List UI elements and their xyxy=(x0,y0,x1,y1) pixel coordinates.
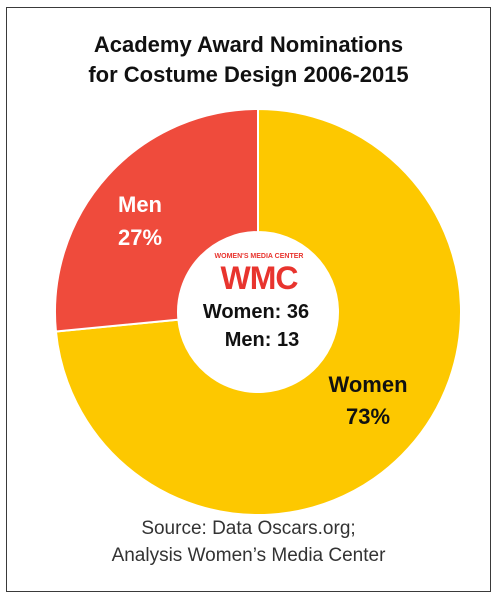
slice-label-women: Women xyxy=(328,372,407,397)
chart-title-line-1: Academy Award Nominations xyxy=(93,32,404,57)
chart-title-line-2: for Costume Design 2006-2015 xyxy=(88,62,409,87)
wmc-logo: WOMEN'S MEDIA CENTER WMC xyxy=(215,253,304,296)
chart-source: Source: Data Oscars.org; Analysis Women’… xyxy=(0,515,497,569)
slice-percent-women: 73% xyxy=(346,404,390,429)
slice-percent-men: 27% xyxy=(118,225,162,250)
center-line-men: Men: 13 xyxy=(225,329,299,351)
source-line-1: Source: Data Oscars.org; xyxy=(141,518,356,539)
slice-women xyxy=(54,107,462,516)
slice-label-men: Men xyxy=(118,192,162,217)
source-line-2: Analysis Women’s Media Center xyxy=(111,545,386,566)
chart-title: Academy Award Nominations for Costume De… xyxy=(0,30,497,90)
slice-men xyxy=(54,107,259,333)
wmc-logo-top-text: WOMEN'S MEDIA CENTER xyxy=(215,253,304,260)
wmc-logo-text: WMC xyxy=(221,260,299,296)
center-line-women: Women: 36 xyxy=(203,301,309,323)
